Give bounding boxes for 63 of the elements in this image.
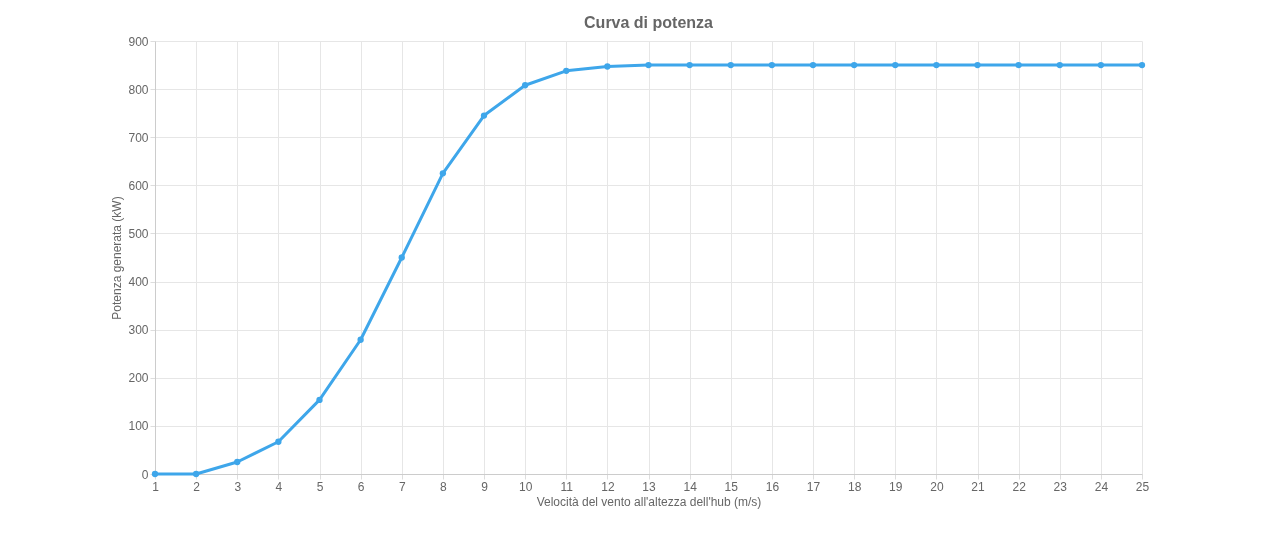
x-tick-label: 19 (889, 479, 903, 494)
x-tick-label: 13 (642, 479, 656, 494)
x-tick-label: 8 (440, 479, 448, 494)
point (275, 438, 282, 445)
point (480, 112, 488, 119)
x-tick-label: 18 (847, 479, 862, 494)
point (521, 82, 529, 89)
x-tick-label: 16 (765, 479, 780, 494)
point (563, 67, 570, 74)
point (1097, 61, 1105, 69)
point (1015, 61, 1022, 69)
point (892, 61, 899, 69)
point (727, 61, 734, 69)
x-tick-label: 7 (398, 479, 406, 494)
x-tick-label: 2 (193, 479, 201, 494)
point (645, 61, 652, 69)
y-tick-label: 0 (141, 467, 149, 482)
point (398, 254, 405, 261)
y-tick-label: 900 (128, 34, 149, 49)
x-tick-label: 25 (1135, 479, 1150, 494)
x-axis-title: Velocità del vento all'altezza dell'hub (m/s) (536, 494, 762, 509)
x-tick-label: 12 (601, 479, 615, 494)
x-tick-label: 24 (1094, 479, 1109, 494)
y-tick-label: 700 (128, 130, 149, 145)
y-tick-label: 600 (128, 178, 149, 193)
point (357, 336, 364, 343)
y-tick-label: 800 (128, 82, 149, 97)
point (686, 61, 693, 69)
chart-title: Curva di potenza (584, 14, 714, 31)
point (316, 396, 323, 404)
point (809, 61, 817, 69)
point (234, 458, 241, 466)
x-tick-label: 20 (930, 479, 944, 494)
x-tick-label: 17 (806, 479, 821, 494)
x-tick-label: 14 (683, 479, 698, 494)
x-tick-label: 9 (481, 479, 489, 494)
point (439, 170, 447, 177)
point (604, 63, 611, 70)
point (974, 61, 981, 69)
point (192, 470, 200, 478)
y-tick-label: 300 (128, 323, 149, 338)
point (933, 61, 940, 69)
y-tick-label: 500 (128, 226, 149, 241)
point (850, 61, 858, 69)
y-tick-label: 200 (128, 371, 149, 386)
x-tick-label: 6 (357, 479, 365, 494)
point (1056, 61, 1063, 69)
y-tick-label: 400 (128, 275, 149, 290)
x-tick-label: 10 (518, 479, 533, 494)
x-tick-label: 4 (275, 479, 283, 494)
x-tick-label: 15 (724, 479, 739, 494)
x-tick-label: 1 (152, 479, 160, 494)
point (1138, 61, 1146, 69)
x-tick-label: 3 (234, 479, 242, 494)
y-axis-title: Potenza generata (kW) (110, 196, 125, 320)
x-tick-label: 21 (971, 479, 985, 494)
x-tick-label: 5 (316, 479, 324, 494)
x-tick-label: 11 (560, 479, 574, 494)
point (768, 61, 776, 69)
x-tick-label: 23 (1053, 479, 1068, 494)
y-tick-label: 100 (128, 419, 149, 434)
x-tick-label: 22 (1012, 479, 1027, 494)
point (151, 470, 159, 478)
